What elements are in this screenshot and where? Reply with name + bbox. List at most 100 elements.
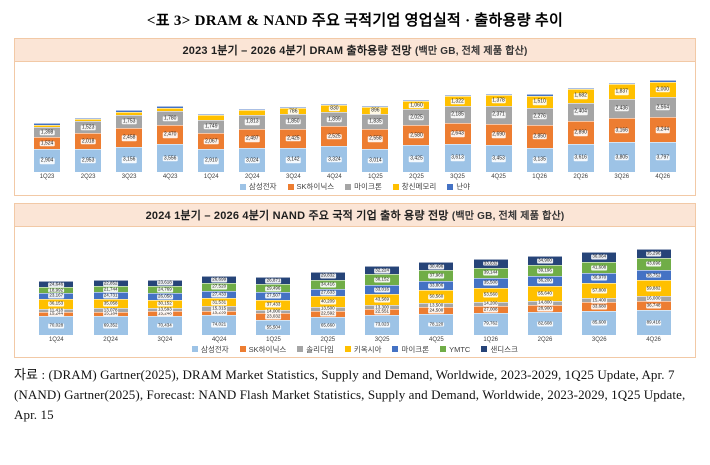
bar-value-label: 2,643 <box>450 130 465 137</box>
bar-segment-cxmt: 896 <box>362 107 389 115</box>
bar-stack: 3,014 2,558 1,835 896 <box>362 106 389 172</box>
legend-label-samsung: 삼성전자 <box>248 182 277 191</box>
legend-swatch-micron <box>392 346 399 353</box>
x-axis-label: 2Q25 <box>409 174 424 180</box>
bar-stack: 69,352 15,184 13,078 35,058 24,731 21,744 22,8… <box>93 280 128 335</box>
bar-segment-skhynix: 33,680 <box>582 302 617 312</box>
bar-segment-kioxia: 53,560 <box>473 287 508 302</box>
bar-segment-samsung: 3,135 <box>526 147 553 172</box>
bar-value-label: 24,769 <box>157 286 173 293</box>
legend-swatch-micron <box>345 183 352 190</box>
x-axis-label: 1Q26 <box>532 174 547 180</box>
bar-value-label: 59,882 <box>645 285 662 292</box>
bar-value-label: 27,008 <box>482 306 499 313</box>
bar-column: 74,021 15,235 15,315 31,531 27,433 27,520 26,6… <box>202 276 237 343</box>
legend-item-nanya: 난야 <box>447 183 470 191</box>
bar-value-label: 33,806 <box>428 282 445 289</box>
bar-segment-samsung: 2,904 <box>34 149 61 172</box>
x-axis-label: 4Q23 <box>162 174 178 180</box>
bar-segment-micron: 1,398 <box>34 126 61 138</box>
bar-segment-solidigm: 14,200 <box>473 301 508 307</box>
bar-segment-samsung: 3,425 <box>403 145 430 172</box>
bar-value-label: 3,324 <box>327 155 342 163</box>
bar-segment-nanya <box>280 106 307 109</box>
bar-segment-skhynix: 2,018 <box>75 133 102 149</box>
bar-segment-cxmt: 1,322 <box>444 95 471 107</box>
legend-label-sandisk: 샌디스크 <box>490 344 518 354</box>
bar-value-label: 34,416 <box>319 281 336 288</box>
bar-column: 70,028 15,244 11,418 36,153 23,167 18,992 24,6… <box>39 280 74 343</box>
x-axis-label: 3Q23 <box>121 174 137 180</box>
bar-value-label: 1,510 <box>532 98 547 105</box>
nand-chart-title: 2024 1분기 – 2026 4분기 NAND 주요 국적 기업 출하 용량 … <box>15 203 695 227</box>
bar-column: 82,608 28,900 14,800 55,640 36,200 39,196 34,9… <box>527 255 562 343</box>
bar-value-label: 3,135 <box>532 156 547 164</box>
bar-value-label: 38,752 <box>645 272 662 278</box>
bar-value-label: 22,592 <box>319 310 336 317</box>
bar-segment-samsung: 82,608 <box>527 312 562 335</box>
bar-value-label: 37,433 <box>265 301 282 308</box>
bar-segment-cxmt: 1,378 <box>485 94 512 106</box>
bar-segment-sandisk: 30,496 <box>419 262 454 271</box>
bar-column: 3,014 2,558 1,835 896 1Q25 <box>362 106 389 180</box>
bar-segment-samsung: 3,805 <box>608 142 635 172</box>
bar-value-label: 33,016 <box>374 286 390 293</box>
bar-segment-samsung: 85,600 <box>582 311 617 335</box>
bar-segment-micron: 36,970 <box>582 272 617 283</box>
bar-segment-ymtc: 21,744 <box>93 286 128 293</box>
bar-value-label: 3,166 <box>614 126 629 134</box>
bar-segment-micron: 1,850 <box>280 114 307 129</box>
bar-value-label: 2,404 <box>573 108 588 116</box>
bar-segment-skhynix: 2,458 <box>116 128 143 148</box>
bar-value-label: 27,633 <box>319 289 336 296</box>
bar-column: 3,453 2,690 2,371 1,378 4Q25 <box>485 93 512 180</box>
bar-segment-skhynix: 2,470 <box>157 125 184 145</box>
bar-value-label: 15,248 <box>157 310 173 317</box>
bar-segment-ymtc: 27,520 <box>202 283 237 291</box>
x-axis-label: 3Q25 <box>450 174 465 180</box>
bar-segment-cxmt: 1,510 <box>526 95 553 108</box>
x-axis-label: 4Q26 <box>655 174 671 180</box>
bar-stack: 73,023 22,551 13,300 43,569 33,016 38,152 32,2… <box>365 265 400 335</box>
bar-segment-micron: 1,899 <box>321 111 348 127</box>
bar-segment-ymtc: 41,608 <box>582 261 617 273</box>
legend-swatch-skhynix <box>287 183 294 190</box>
bar-value-label: 29,496 <box>265 285 282 292</box>
bar-value-label: 78,120 <box>428 321 445 327</box>
bar-value-label: 29,832 <box>319 272 336 279</box>
bar-segment-cxmt: 1,837 <box>608 84 635 99</box>
bar-segment-samsung: 79,762 <box>473 313 508 335</box>
bar-segment-nanya <box>362 106 389 108</box>
bar-stack: 70,434 15,248 13,593 30,152 26,058 24,769 23,6… <box>147 279 182 335</box>
bar-value-label: 33,632 <box>482 260 499 266</box>
bar-value-label: 82,608 <box>537 320 553 327</box>
bar-segment-samsung: 2,910 <box>198 149 225 172</box>
bar-stack: 3,556 2,470 1,780 <box>157 106 184 172</box>
bar-value-label: 30,496 <box>428 263 445 270</box>
bar-value-label: 2,018 <box>80 137 96 145</box>
x-axis-label: 4Q25 <box>429 336 444 343</box>
bar-value-label: 2,497 <box>245 135 260 142</box>
bar-column: 2,910 2,067 1,749 1Q24 <box>198 114 225 180</box>
bar-segment-micron: 1,780 <box>157 111 184 126</box>
bar-segment-micron: 33,806 <box>419 280 454 290</box>
bar-value-label: 15,400 <box>591 297 608 304</box>
bar-value-label: 1,523 <box>80 124 96 131</box>
bar-value-label: 3,244 <box>655 126 671 134</box>
bar-segment-samsung: 55,504 <box>256 319 291 335</box>
bar-segment-skhynix: 2,890 <box>567 121 594 144</box>
bar-value-label: 2,425 <box>286 134 301 142</box>
bar-segment-skhynix: 2,643 <box>444 123 471 144</box>
bar-value-label: 2,470 <box>162 131 178 138</box>
bar-value-label: 11,418 <box>48 307 65 314</box>
bar-segment-micron: 2,025 <box>403 109 430 126</box>
bar-segment-samsung: 70,028 <box>39 315 74 335</box>
legend-swatch-samsung <box>192 346 199 353</box>
dram-legend: 삼성전자 SK하이닉스 마이크론 창신메모리 난야 <box>15 180 695 195</box>
x-axis-label: 4Q24 <box>327 174 342 180</box>
legend-swatch-nanya <box>447 183 454 190</box>
bar-value-label: 85,600 <box>591 320 608 326</box>
legend-swatch-solidigm <box>297 346 304 353</box>
bar-segment-samsung: 70,434 <box>147 315 182 335</box>
nand-legend: 삼성전자 SK하이닉스 솔리다임 키옥시아 마이크론 YMTC 샌디스크 <box>15 343 695 358</box>
